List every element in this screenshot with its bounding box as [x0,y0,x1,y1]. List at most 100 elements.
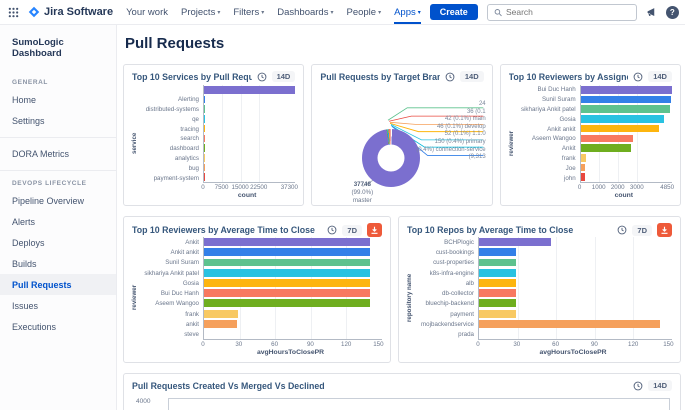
category-label: alb [465,279,474,287]
category-labels: Bui Duc Hanh Sunil Suram sikhariya Ankit p… [516,85,580,183]
notifications-icon[interactable] [646,7,657,18]
clock-icon [633,72,643,81]
category-label: bluechip-backend [425,300,474,308]
sidebar-item-issues[interactable]: Issues [12,300,39,311]
category-labels: Alerting distributed-systems qe tracing sear… [139,85,203,183]
chevron-down-icon: ▾ [378,9,382,16]
sidebar-item-deploys[interactable]: Deploys [12,237,45,248]
donut-callout: (0.4%) connection-service [416,146,486,153]
category-label: bug [188,164,199,172]
sidebar-item-settings[interactable]: Settings [12,115,45,126]
category-label: Ankit [185,238,199,246]
panel-reviewers-avg-time: Top 10 Reviewers by Average Time to Clos… [123,216,391,363]
create-button[interactable]: Create [429,4,478,20]
bar[interactable] [204,258,371,267]
time-range-badge[interactable]: 7D [632,224,652,236]
x-axis-ticks: 0 30 60 90 120 150 [476,341,674,348]
target-branch-donut-chart: 37748 (99.0%) master 24 36 (0.1 42 (0.1%) … [318,83,486,204]
donut-callout: 52 (0.1%) 1.1.0 [444,131,486,138]
category-label: sikhariya Ankit patel [520,105,576,113]
panel-title: Top 10 Reviewers by Average Time to Clos… [132,225,315,235]
bar[interactable] [204,309,239,318]
time-range-badge[interactable]: 14D [459,71,484,82]
bar[interactable] [204,115,205,123]
bar[interactable] [204,248,371,257]
bar[interactable] [479,258,517,267]
bar[interactable] [580,115,665,123]
bar[interactable] [479,268,517,277]
bar[interactable] [580,105,671,114]
category-label: Gosia [559,115,576,123]
download-button[interactable] [657,223,672,237]
bar[interactable] [580,86,672,94]
time-range-badge[interactable]: 14D [271,71,296,82]
nav-item-filters[interactable]: Filters ▾ [233,6,265,18]
sidebar-item-home[interactable]: Home [12,94,37,105]
bar[interactable] [580,173,585,181]
chevron-down-icon: ▾ [261,9,265,16]
nav-item-people[interactable]: People ▾ [346,6,382,18]
donut-callout: (9,313 [468,154,486,161]
nav-item-dashboards[interactable]: Dashboards ▾ [277,6,334,18]
bar[interactable] [580,95,672,104]
download-button[interactable] [367,223,382,237]
bar[interactable] [204,95,205,104]
bar[interactable] [479,248,517,257]
nav-item-apps[interactable]: Apps ▾ [394,0,421,24]
chevron-down-icon: ▾ [330,9,334,16]
bar[interactable] [204,268,371,277]
time-range-badge[interactable]: 14D [648,380,672,391]
sidebar-section-label: DEVOPS LIFECYCLE [12,180,87,187]
bar[interactable] [479,319,661,328]
bar[interactable] [580,134,634,143]
bar[interactable] [479,289,517,298]
help-icon[interactable]: ? [665,5,679,19]
bar[interactable] [204,319,238,328]
category-label: tracing [180,125,199,133]
donut-slice-master[interactable] [362,129,421,187]
bar[interactable] [479,278,517,287]
bar[interactable] [580,153,587,162]
sidebar-item-builds[interactable]: Builds [12,258,37,269]
panel-title: Top 10 Repos by Average Time to Close [407,225,574,235]
category-label: k8s-infra-engine [429,269,474,277]
bar[interactable] [204,105,205,114]
repos-avg-time-bar-chart: repository name BCHPlogic cust-bookings cus… [405,237,674,358]
bar[interactable] [204,86,296,94]
bar[interactable] [479,238,552,247]
category-label: mojbackendservice [421,321,474,329]
sidebar-item-pipeline-overview[interactable]: Pipeline Overview [12,195,85,206]
time-range-badge[interactable]: 14D [648,71,672,82]
app-switcher-icon[interactable] [8,7,19,18]
bar[interactable] [580,124,659,133]
category-labels: BCHPlogic cust-bookings cust-properties k8s… [414,237,478,340]
sidebar-section: DEVOPS LIFECYCLE Pipeline Overview Alerts D… [0,170,116,337]
sidebar-item-dora-metrics[interactable]: DORA Metrics [12,148,70,159]
time-range-badge[interactable]: 7D [342,224,362,236]
sidebar-nav: GENERAL Home Settings DORA Metrics DEVOPS LI… [0,75,116,337]
jira-logo[interactable]: Jira Software [28,6,113,18]
sidebar-section: DORA Metrics [0,137,116,164]
bar[interactable] [580,144,631,152]
sidebar-item-alerts[interactable]: Alerts [12,216,36,227]
nav-item-projects[interactable]: Projects ▾ [181,6,221,18]
sidebar-item-executions[interactable]: Executions [12,321,57,332]
bar[interactable] [204,278,371,287]
category-label: frank [185,310,199,318]
bar[interactable] [204,289,371,298]
plot-area [168,398,670,410]
clock-icon [633,381,643,390]
sidebar-item-pull-requests[interactable]: Pull Requests [0,274,116,295]
bar[interactable] [580,163,585,172]
bar[interactable] [479,309,517,318]
global-search[interactable] [486,3,637,21]
download-icon [371,226,378,234]
bar[interactable] [479,299,517,308]
y-axis-label: service [131,132,138,154]
nav-item-your-work[interactable]: Your work [126,6,168,18]
category-label: payment-system [153,174,199,182]
x-axis-label: count [614,192,634,199]
bar[interactable] [204,299,371,308]
bar[interactable] [204,238,371,247]
search-input[interactable] [505,7,630,17]
